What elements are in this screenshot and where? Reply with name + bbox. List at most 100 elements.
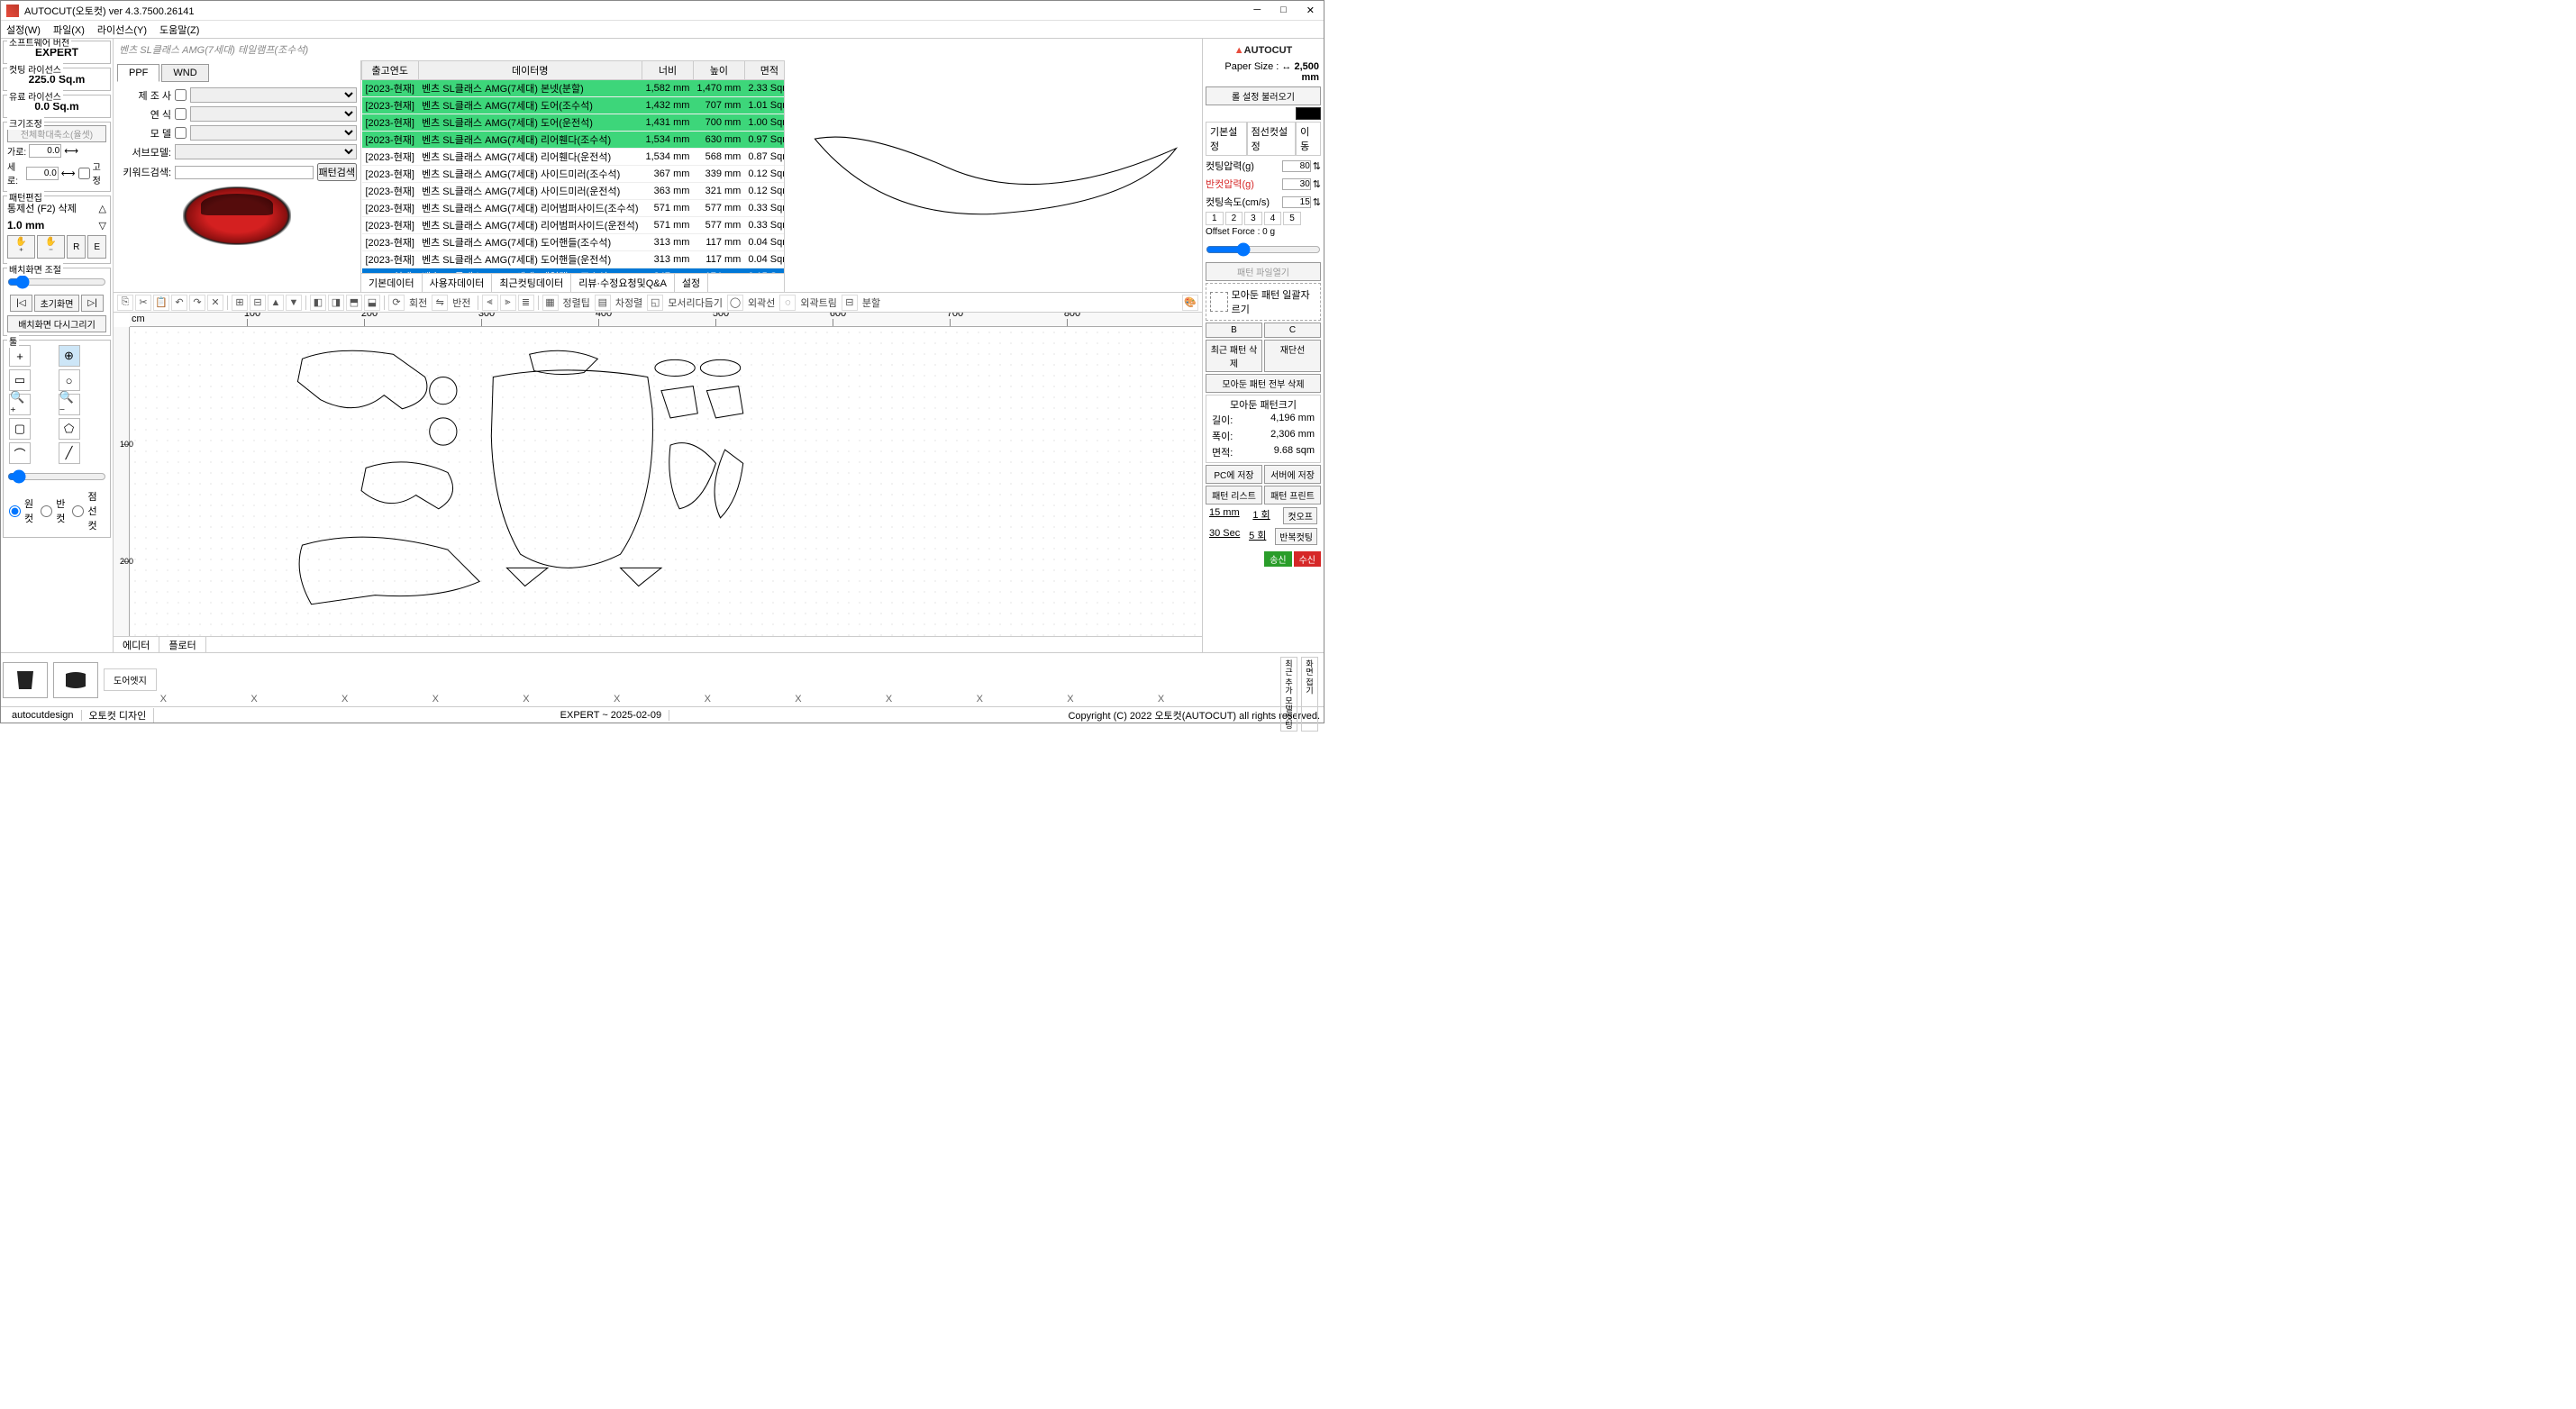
- search-button[interactable]: 패턴검색: [317, 163, 357, 181]
- keyword-input[interactable]: [175, 166, 314, 179]
- tb-outline-icon[interactable]: ◯: [727, 295, 743, 311]
- server-save-button[interactable]: 서버에 저장: [1264, 465, 1321, 484]
- table-header[interactable]: 데이터명: [418, 61, 642, 80]
- subtab[interactable]: 설정: [675, 274, 708, 292]
- table-row[interactable]: [2023-현재]벤츠 SL클래스 AMG(7세대) 도어핸들(운전석)313 …: [362, 251, 785, 268]
- table-row[interactable]: [2023-현재]벤츠 SL클래스 AMG(7세대) 사이드미러(조수석)367…: [362, 166, 785, 183]
- tb-align-tip-icon[interactable]: ▦: [542, 295, 559, 311]
- preset-2[interactable]: 2: [1225, 212, 1243, 225]
- preset-5[interactable]: 5: [1283, 212, 1301, 225]
- bottab-plotter[interactable]: 플로터: [159, 636, 205, 653]
- hand-sub-button[interactable]: ✋⁻: [37, 235, 65, 259]
- subtab[interactable]: 최근컷팅데이터: [492, 274, 571, 292]
- cut-pressure-input[interactable]: [1282, 160, 1311, 172]
- pattern-open-button[interactable]: 패턴 파일열기: [1206, 262, 1321, 281]
- recent-delete-button[interactable]: 최근 패턴 삭제: [1206, 340, 1262, 372]
- lock-checkbox[interactable]: [78, 168, 90, 179]
- arrange-reset-button[interactable]: 초기화면: [34, 295, 80, 312]
- tb-al1[interactable]: ⫷: [482, 295, 498, 311]
- tb-al3[interactable]: ≣: [518, 295, 534, 311]
- sec30-link[interactable]: 30 Sec: [1209, 528, 1240, 545]
- half-pressure-input[interactable]: [1282, 178, 1311, 190]
- tool-zoom-in[interactable]: 🔍⁺: [9, 394, 31, 415]
- pc-save-button[interactable]: PC에 저장: [1206, 465, 1262, 484]
- tab-wnd[interactable]: WND: [161, 64, 208, 82]
- hit1-link[interactable]: 1 회: [1252, 507, 1270, 524]
- table-row[interactable]: [2023-현재]벤츠 SL클래스 AMG(7세대) 본넷(분할)1,582 m…: [362, 80, 785, 97]
- tool-roundrect[interactable]: ▢: [9, 418, 31, 440]
- tb-copy[interactable]: ⎘: [117, 295, 133, 311]
- width-input[interactable]: [29, 144, 61, 158]
- tool-line[interactable]: ╱: [59, 442, 80, 464]
- tb-delete[interactable]: ✕: [207, 295, 223, 311]
- tb-redo[interactable]: ↷: [189, 295, 205, 311]
- roll-load-button[interactable]: 롤 설정 불러오기: [1206, 86, 1321, 105]
- table-row[interactable]: [2023-현재]벤츠 SL클래스 AMG(7세대) 도어(운전석)1,431 …: [362, 114, 785, 132]
- model-select[interactable]: [190, 125, 357, 141]
- hit5-link[interactable]: 5 회: [1249, 528, 1266, 545]
- tb-rot-icon[interactable]: ⟳: [388, 295, 405, 311]
- rtab-basic[interactable]: 기본설정: [1206, 122, 1247, 155]
- tool-target[interactable]: ⊕: [59, 345, 80, 367]
- radio-fullcut[interactable]: [9, 505, 21, 517]
- table-row[interactable]: [2023-현재]벤츠 SL클래스 AMG(7세대) 사이드미러(운전석)363…: [362, 183, 785, 200]
- submodel-select[interactable]: [175, 144, 357, 159]
- cutline-button[interactable]: 재단선: [1264, 340, 1321, 372]
- thumb-1[interactable]: [3, 662, 48, 698]
- arrange-slider[interactable]: [7, 275, 106, 289]
- arrange-redraw-button[interactable]: 배치화면 다시그리기: [7, 315, 106, 332]
- all-delete-button[interactable]: 모아둔 패턴 전부 삭제: [1206, 374, 1321, 393]
- pattern-print-button[interactable]: 패턴 프린트: [1264, 486, 1321, 505]
- subtab[interactable]: 기본데이터: [361, 274, 423, 292]
- color-swatch[interactable]: [1296, 107, 1321, 120]
- tb-a3[interactable]: ⬒: [346, 295, 362, 311]
- tb-ungroup[interactable]: ⊟: [250, 295, 266, 311]
- data-table[interactable]: 출고연도데이터명너비높이면적 [2023-현재]벤츠 SL클래스 AMG(7세대…: [361, 60, 784, 273]
- tb-paste[interactable]: 📋: [153, 295, 169, 311]
- menu-license[interactable]: 라이선스(Y): [97, 23, 147, 37]
- tool-circle[interactable]: ○: [59, 369, 80, 391]
- tb-a2[interactable]: ◨: [328, 295, 344, 311]
- tb-a1[interactable]: ◧: [310, 295, 326, 311]
- table-row[interactable]: [2023-현재]벤츠 SL클래스 AMG(7세대) 리어범퍼사이드(운전석)5…: [362, 217, 785, 234]
- tool-polygon[interactable]: ⬠: [59, 418, 80, 440]
- hand-add-button[interactable]: ✋⁺: [7, 235, 35, 259]
- pattern-list-button[interactable]: 패턴 리스트: [1206, 486, 1262, 505]
- table-row[interactable]: [2023-현재]벤츠 SL클래스 AMG(7세대) 리어범퍼사이드(조수석)5…: [362, 200, 785, 217]
- table-header[interactable]: 면적: [744, 61, 784, 80]
- table-row[interactable]: [2023-현재]벤츠 SL클래스 AMG(7세대) 리어휀다(운전석)1,53…: [362, 149, 785, 166]
- arrange-prev-button[interactable]: |◁: [10, 295, 32, 312]
- tb-group[interactable]: ⊞: [232, 295, 248, 311]
- maker-select[interactable]: [190, 87, 357, 103]
- tol-up-icon[interactable]: △: [99, 203, 106, 214]
- tb-back[interactable]: ▼: [286, 295, 302, 311]
- cut-speed-input[interactable]: [1282, 196, 1311, 208]
- mm15-link[interactable]: 15 mm: [1209, 507, 1240, 524]
- preset-4[interactable]: 4: [1264, 212, 1282, 225]
- tb-al2[interactable]: ⫸: [500, 295, 516, 311]
- arrange-next-button[interactable]: ▷|: [81, 295, 103, 312]
- tb-front[interactable]: ▲: [268, 295, 284, 311]
- model-check[interactable]: [175, 127, 187, 139]
- close-button[interactable]: ✕: [1303, 5, 1318, 16]
- table-row[interactable]: [2023-현재]벤츠 SL클래스 AMG(7세대) 도어핸들(조수석)313 …: [362, 234, 785, 251]
- preset-3[interactable]: 3: [1244, 212, 1262, 225]
- maker-check[interactable]: [175, 89, 187, 101]
- tb-car-align-icon[interactable]: ▤: [595, 295, 611, 311]
- table-header[interactable]: 너비: [642, 61, 694, 80]
- table-header[interactable]: 높이: [693, 61, 744, 80]
- year-select[interactable]: [190, 106, 357, 122]
- tool-zoom-out[interactable]: 🔍⁻: [59, 394, 80, 415]
- subtab[interactable]: 리뷰·수정요청및Q&A: [571, 274, 675, 292]
- tb-trim-icon[interactable]: ◌: [779, 295, 796, 311]
- btn-b[interactable]: B: [1206, 323, 1262, 338]
- bottab-editor[interactable]: 에디터: [114, 636, 159, 653]
- tol-down-icon[interactable]: ▽: [99, 220, 106, 232]
- minimize-button[interactable]: ─: [1250, 5, 1264, 16]
- preset-1[interactable]: 1: [1206, 212, 1224, 225]
- offset-slider[interactable]: [1206, 242, 1321, 257]
- radio-dotcut[interactable]: [72, 505, 84, 517]
- tool-arc[interactable]: ⌒: [9, 442, 31, 464]
- repeat-button[interactable]: 반복컷팅: [1275, 528, 1317, 545]
- tb-undo[interactable]: ↶: [171, 295, 187, 311]
